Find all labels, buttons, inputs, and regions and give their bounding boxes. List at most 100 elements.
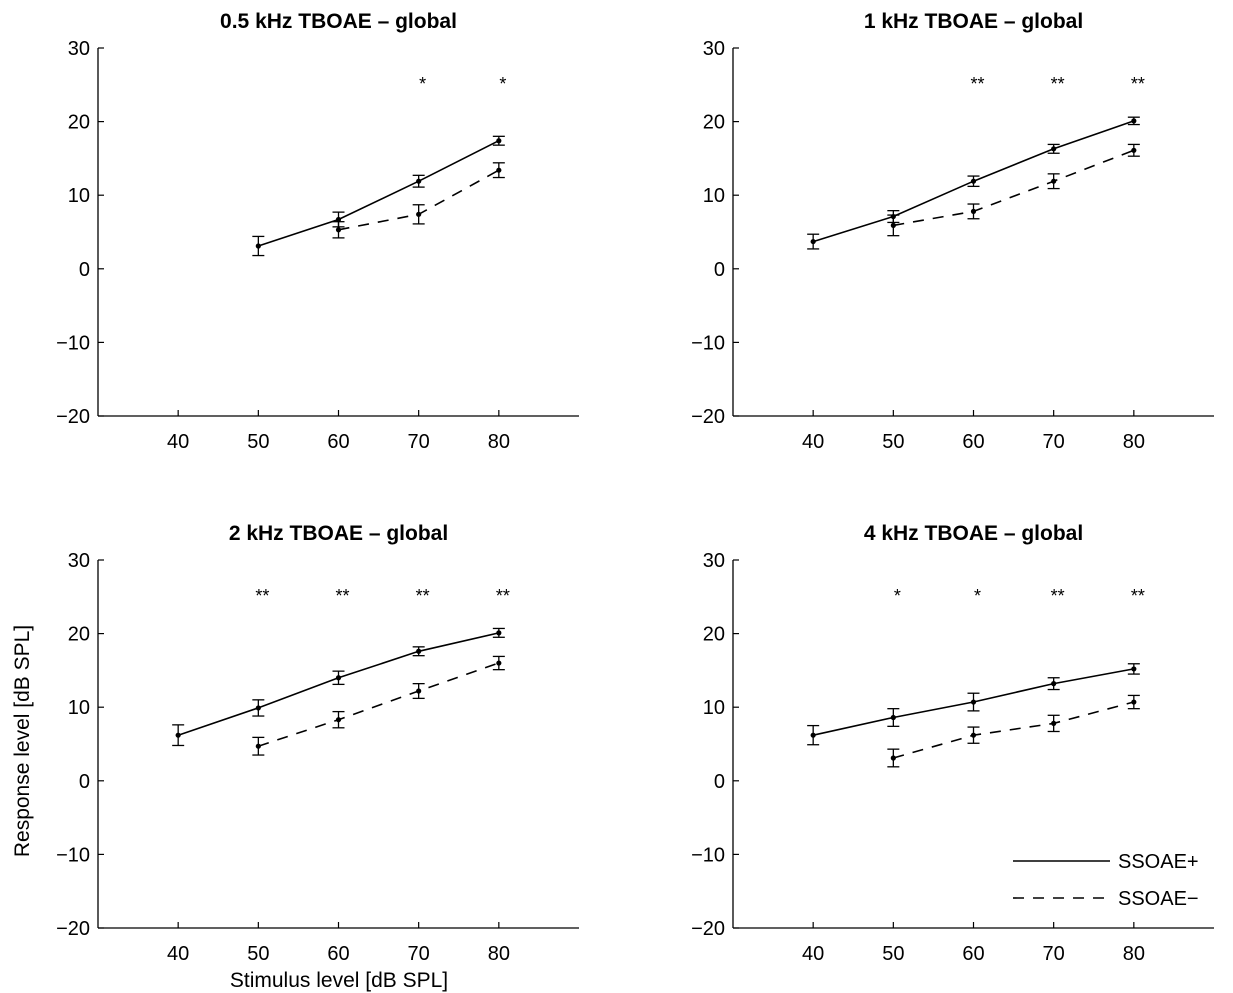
y-axis-label: Response level [dB SPL]	[11, 625, 34, 857]
data-point-ssoae-minus	[496, 660, 502, 666]
data-point-ssoae-minus	[1131, 699, 1137, 705]
significance-marker: *	[894, 586, 901, 606]
y-tick-label: 30	[68, 550, 90, 572]
data-point-ssoae-plus	[496, 630, 502, 636]
data-point-ssoae-minus	[1131, 147, 1137, 153]
y-tick-label: −20	[691, 406, 725, 428]
significance-marker: **	[1131, 74, 1145, 94]
y-tick-label: −10	[56, 844, 90, 866]
x-tick-label: 50	[247, 431, 269, 453]
data-point-ssoae-plus	[416, 648, 422, 654]
x-tick-label: 40	[802, 431, 824, 453]
y-tick-label: −20	[691, 918, 725, 940]
y-tick-label: 10	[703, 697, 725, 719]
chart-title: 0.5 kHz TBOAE – global	[220, 10, 457, 33]
y-tick-label: −20	[56, 918, 90, 940]
significance-marker: **	[1051, 586, 1065, 606]
data-point-ssoae-minus	[255, 743, 261, 749]
series-line-ssoae-minus	[258, 662, 500, 747]
x-tick-label: 60	[962, 431, 984, 453]
x-tick-label: 50	[882, 943, 904, 965]
significance-marker: *	[974, 586, 981, 606]
x-tick-label: 50	[882, 431, 904, 453]
data-point-ssoae-plus	[1131, 118, 1137, 124]
significance-marker: **	[970, 74, 984, 94]
x-tick-label: 70	[1043, 943, 1065, 965]
significance-marker: **	[1131, 586, 1145, 606]
series-line-ssoae-minus	[893, 149, 1135, 227]
data-point-ssoae-plus	[416, 178, 422, 184]
data-point-ssoae-minus	[970, 208, 977, 214]
y-tick-label: 20	[68, 112, 90, 134]
chart-panel-1: 0.5 kHz TBOAE – global 30 20 10 0 −10 −20 40 50 6…	[56, 10, 579, 453]
data-point-ssoae-plus	[335, 216, 342, 223]
y-tick-label: −10	[691, 332, 725, 354]
y-tick-label: 0	[714, 771, 725, 793]
chart-title: 1 kHz TBOAE – global	[864, 10, 1083, 33]
data-point-ssoae-minus	[335, 717, 342, 723]
data-point-ssoae-plus	[335, 675, 342, 681]
y-tick-label: 0	[79, 771, 90, 793]
significance-marker: **	[496, 586, 510, 606]
x-tick-label: 80	[488, 431, 510, 453]
data-point-ssoae-plus	[970, 178, 977, 184]
data-point-ssoae-minus	[416, 688, 422, 694]
x-tick-label: 60	[327, 943, 349, 965]
data-point-ssoae-plus	[810, 238, 816, 245]
chart-title: 2 kHz TBOAE – global	[229, 522, 448, 545]
chart-panel-2: 1 kHz TBOAE – global 30 20 10 0 −10 −20 40 50 60 7…	[691, 10, 1214, 453]
data-point-ssoae-plus	[970, 699, 977, 705]
y-tick-label: 10	[68, 697, 90, 719]
data-point-ssoae-minus	[890, 755, 896, 761]
data-point-ssoae-minus	[970, 732, 977, 738]
data-point-ssoae-plus	[496, 138, 502, 144]
data-point-ssoae-plus	[1051, 681, 1057, 687]
chart-panel-4: 4 kHz TBOAE – global 30 20 10 0 −10 −20 40 50 60 7…	[691, 522, 1214, 965]
x-tick-label: 40	[802, 943, 824, 965]
y-tick-label: 30	[68, 38, 90, 60]
x-tick-label: 40	[167, 431, 189, 453]
y-tick-label: 0	[79, 259, 90, 281]
x-tick-label: 80	[1123, 943, 1145, 965]
series-line-ssoae-plus	[258, 139, 500, 247]
legend: SSOAE+ SSOAE−	[1013, 851, 1199, 910]
data-point-ssoae-plus	[175, 732, 181, 738]
legend-label-ssoae-minus: SSOAE−	[1118, 888, 1199, 910]
data-point-ssoae-plus	[890, 714, 896, 721]
y-tick-label: 30	[703, 550, 725, 572]
data-point-ssoae-minus	[1051, 720, 1057, 726]
data-point-ssoae-minus	[890, 222, 896, 228]
x-tick-label: 60	[327, 431, 349, 453]
y-tick-label: 10	[68, 185, 90, 207]
x-axis-label: Stimulus level [dB SPL]	[230, 969, 448, 992]
x-tick-label: 60	[962, 943, 984, 965]
data-point-ssoae-minus	[416, 211, 422, 217]
x-tick-label: 40	[167, 943, 189, 965]
data-point-ssoae-plus	[1131, 666, 1137, 672]
x-tick-label: 80	[1123, 431, 1145, 453]
x-tick-label: 70	[1043, 431, 1065, 453]
y-tick-label: −10	[691, 844, 725, 866]
significance-marker: **	[255, 586, 269, 606]
data-point-ssoae-minus	[1051, 178, 1057, 184]
data-point-ssoae-plus	[810, 732, 816, 738]
data-point-ssoae-plus	[255, 243, 261, 249]
series-line-ssoae-minus	[893, 701, 1135, 759]
chart-title: 4 kHz TBOAE – global	[864, 522, 1083, 545]
y-tick-label: 30	[703, 38, 725, 60]
panels: 0.5 kHz TBOAE – global 30 20 10 0 −10 −20 40 50 6…	[56, 10, 1214, 965]
x-tick-label: 70	[408, 431, 430, 453]
significance-marker: **	[1051, 74, 1065, 94]
data-point-ssoae-plus	[255, 705, 261, 711]
x-tick-label: 50	[247, 943, 269, 965]
y-tick-label: −20	[56, 406, 90, 428]
x-tick-label: 70	[408, 943, 430, 965]
y-tick-label: 20	[703, 112, 725, 134]
data-point-ssoae-minus	[335, 227, 342, 233]
y-tick-label: 10	[703, 185, 725, 207]
data-point-ssoae-plus	[1051, 146, 1057, 152]
y-tick-label: 0	[714, 259, 725, 281]
y-tick-label: −10	[56, 332, 90, 354]
significance-marker: *	[419, 74, 426, 94]
